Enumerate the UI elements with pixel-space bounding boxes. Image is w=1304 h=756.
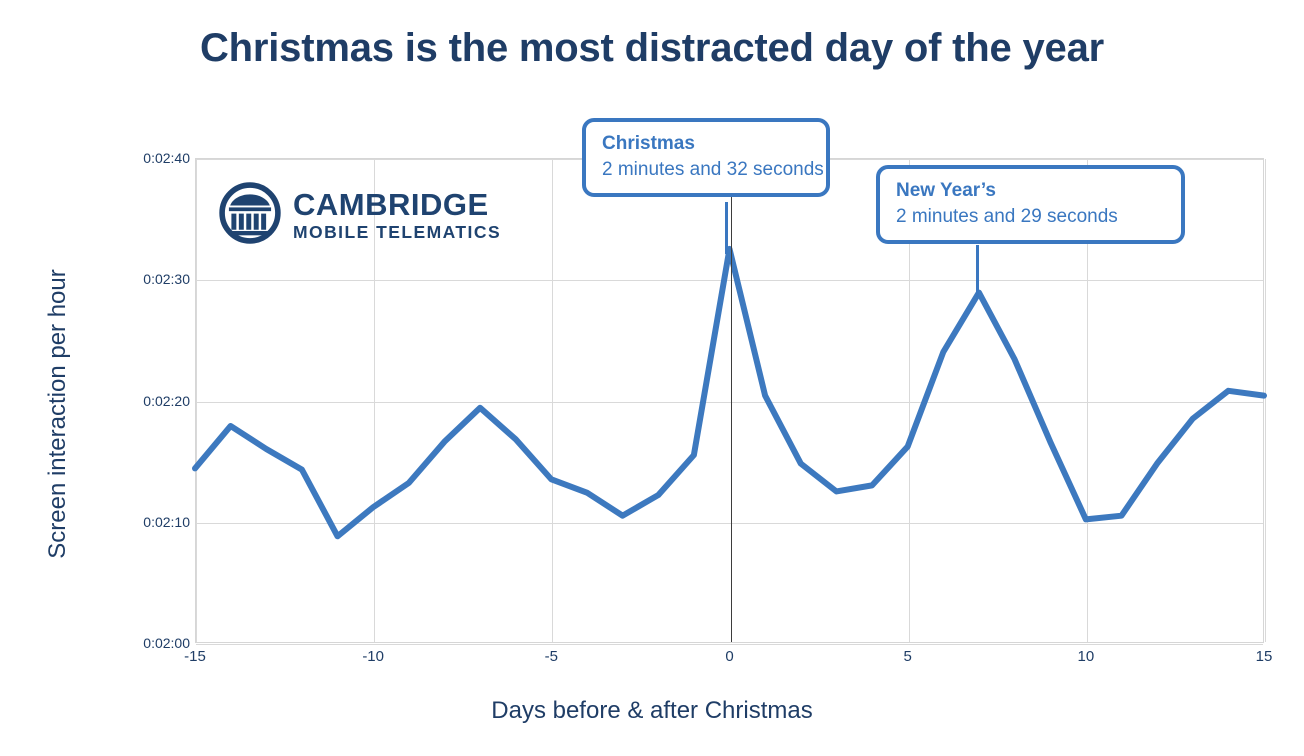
gridline-vertical [196,159,197,642]
x-axis-tick-label: 0 [725,648,734,665]
gridline-horizontal [196,280,1263,282]
y-axis-tick-label: 0:02:20 [143,392,190,409]
x-axis-tick-label: 10 [1077,648,1095,665]
gridline-vertical [374,159,376,642]
gridline-vertical [908,159,910,642]
data-series-line [192,245,1267,540]
brand-name: CAMBRIDGE [293,187,489,223]
gridline-horizontal [196,522,1263,524]
x-axis-tick-label: -10 [362,648,384,665]
gridline-vertical [1265,159,1266,642]
y-axis-tick-label: 0:02:00 [143,635,190,651]
zero-reference-line [730,159,732,642]
callout-new-years-value: 2 minutes and 29 seconds [896,205,1118,227]
callout-leader-new-years [976,245,979,297]
brand-wordmark: CAMBRIDGE MOBILE TELEMATICS [293,189,501,242]
gridline-vertical [552,159,554,642]
cambridge-pillar-icon [219,182,281,249]
callout-christmas[interactable]: Christmas 2 minutes and 32 seconds [582,118,830,198]
callout-leader-christmas [725,202,728,254]
callout-christmas-value: 2 minutes and 32 seconds [602,158,824,180]
y-axis-tick-label: 0:02:40 [143,150,190,166]
x-axis-title: Days before & after Christmas [491,697,813,724]
page-title: Christmas is the most distracted day of … [199,26,1104,70]
x-axis-tick-label: 15 [1255,648,1273,665]
y-axis-tick-label: 0:02:10 [143,513,190,530]
callout-new-years-title: New Year’s [896,180,997,201]
brand-logo: CAMBRIDGE MOBILE TELEMATICS [219,182,501,249]
x-axis-tick-label: -15 [184,648,206,665]
gridline-horizontal [196,401,1263,403]
callout-new-years[interactable]: New Year’s 2 minutes and 29 seconds [876,165,1185,245]
x-axis-tick-label: 5 [903,648,912,665]
brand-tagline: MOBILE TELEMATICS [293,222,502,243]
gridline-vertical [1086,159,1088,642]
callout-christmas-title: Christmas [602,133,695,154]
y-axis-title: Screen interaction per hour [44,269,71,559]
y-axis-tick-label: 0:02:30 [143,271,190,288]
gridline-horizontal [196,644,1263,645]
x-axis-tick-label: -5 [544,648,558,665]
